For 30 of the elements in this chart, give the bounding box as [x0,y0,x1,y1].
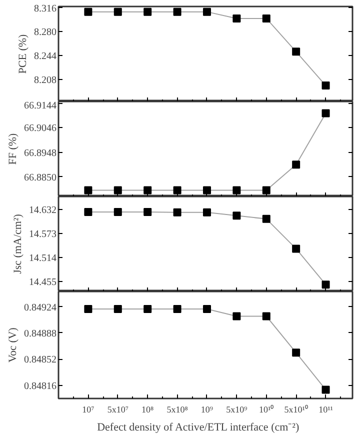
y-tick-label: 66.9144 [24,100,56,112]
y-tick-label: 66.8850 [24,172,56,184]
y-axis-title: FF (%) [7,132,19,165]
y-tick-label: 14.514 [29,253,56,264]
x-tick-label: 5x10⁷ [107,404,128,414]
y-axis-title: Voc (V) [7,327,19,362]
x-tick-label: 5x10⁸ [166,404,188,414]
x-tick-label: 10¹⁰ [259,404,274,414]
x-tick-label: 5x10¹⁰ [284,404,308,414]
y-tick-label: 0.84852 [24,354,56,366]
y-tick-label: 0.84924 [24,302,56,314]
y-tick-label: 8.208 [34,75,56,86]
x-tick-label: 10⁹ [200,404,214,414]
x-tick-label: 5x10⁹ [226,404,248,414]
y-tick-label: 0.84888 [24,328,56,340]
y-tick-label: 8.280 [34,27,56,38]
x-tick-label: 10⁸ [142,404,154,414]
x-tick-label: 10¹¹ [318,404,334,414]
y-tick-label: 0.84816 [24,380,56,392]
y-tick-label: 66.8948 [24,148,56,159]
y-axis-title: Jsc (mA/cm²) [12,214,24,274]
y-axis-title: PCE (%) [17,34,29,74]
x-axis-title: Defect density of Active/ETL interface (cm⁻²) [97,422,300,434]
y-tick-label: 14.632 [29,205,56,216]
y-tick-label: 14.455 [29,277,56,288]
y-tick-label: 14.573 [29,229,56,240]
y-tick-label: 66.9046 [24,123,56,134]
x-tick-label: 10⁷ [82,404,94,414]
y-tick-label: 8.316 [34,3,56,14]
y-tick-label: 8.244 [34,51,56,62]
